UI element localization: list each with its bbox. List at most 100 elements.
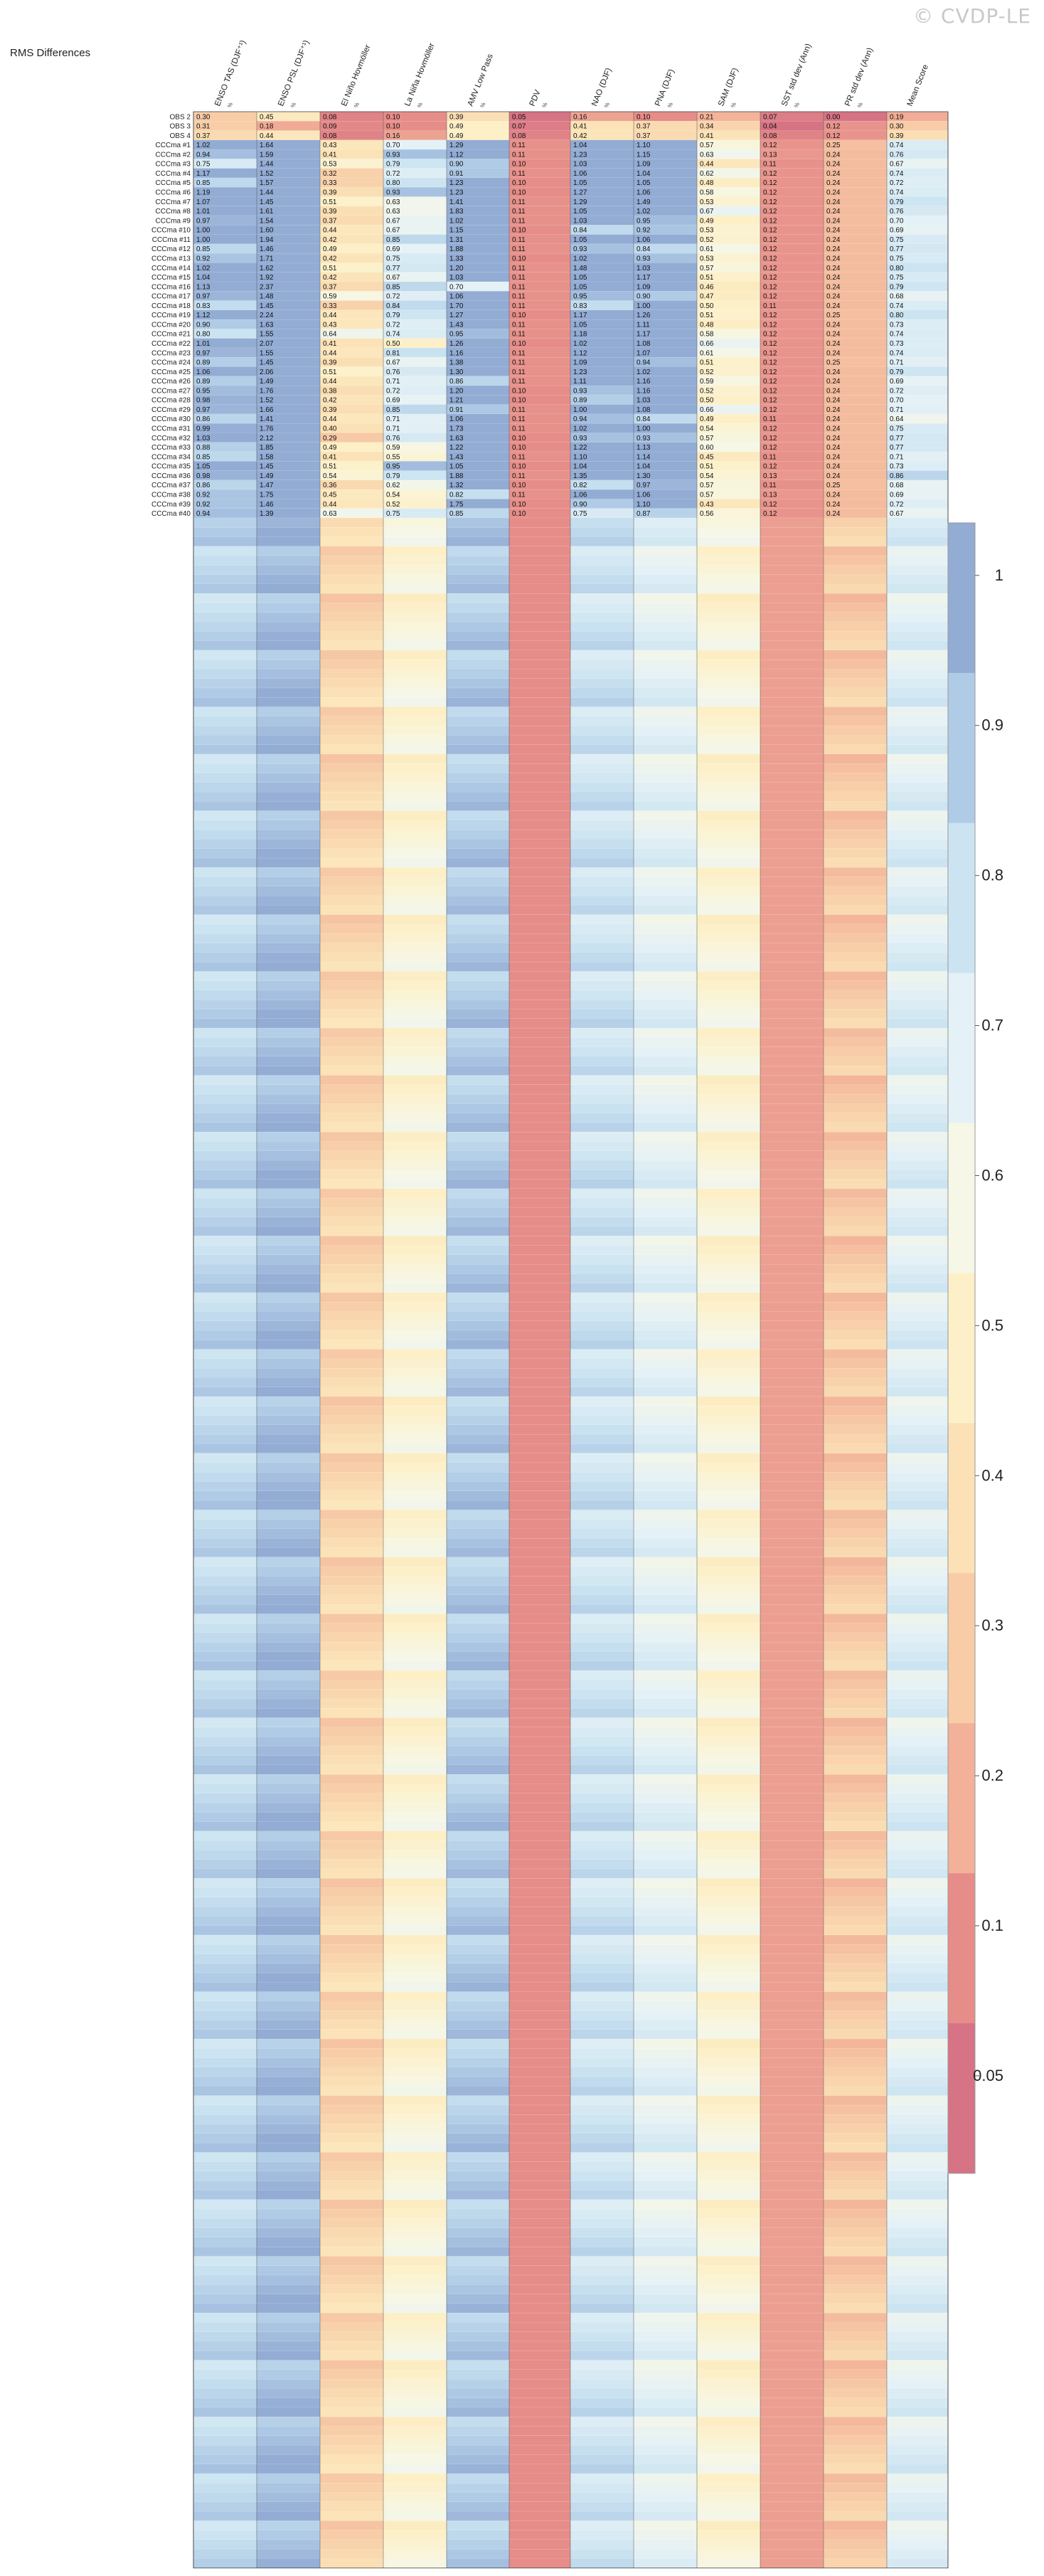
cell-value: 0.73 bbox=[890, 321, 904, 329]
heatmap-cell bbox=[257, 461, 320, 471]
cell-value: 0.11 bbox=[512, 331, 526, 339]
cell-value: 0.69 bbox=[890, 378, 904, 386]
colorbar-segment bbox=[948, 672, 975, 824]
cell-value: 1.75 bbox=[449, 501, 464, 509]
heatmap-cell bbox=[383, 442, 447, 452]
heatmap-cell bbox=[634, 168, 697, 178]
heatmap-cell bbox=[570, 329, 634, 339]
heatmap-cell bbox=[887, 168, 948, 178]
heatmap-cell bbox=[447, 470, 509, 480]
cell-value: 1.03 bbox=[196, 435, 211, 442]
cell-value: 0.07 bbox=[763, 113, 777, 121]
cell-value: 0.86 bbox=[890, 472, 904, 480]
cell-value: 0.10 bbox=[512, 161, 526, 169]
heatmap-cell bbox=[193, 479, 257, 490]
heatmap-cell bbox=[887, 442, 948, 452]
heatmap-cell bbox=[320, 177, 383, 188]
cell-value: 0.69 bbox=[386, 245, 400, 253]
heatmap-cell bbox=[257, 282, 320, 292]
heatmap-cell bbox=[383, 376, 447, 386]
heatmap-cell bbox=[824, 357, 887, 367]
cell-value: 0.12 bbox=[763, 255, 777, 263]
cell-value: 0.76 bbox=[890, 151, 904, 159]
cell-value: 0.04 bbox=[763, 123, 777, 131]
heatmap-cell bbox=[509, 187, 570, 197]
cell-value: 0.25 bbox=[826, 142, 841, 149]
heatmap-cell bbox=[634, 433, 697, 442]
cell-value: 0.45 bbox=[323, 491, 337, 499]
cell-value: 0.24 bbox=[826, 378, 841, 386]
heatmap-cell bbox=[887, 413, 948, 424]
row-label: CCCma #18 bbox=[151, 302, 191, 310]
cell-value: 0.57 bbox=[700, 435, 714, 442]
heatmap-cell bbox=[320, 149, 383, 159]
heatmap-cell bbox=[570, 309, 634, 320]
cell-value: 1.18 bbox=[573, 331, 587, 339]
cell-value: 0.72 bbox=[890, 387, 904, 395]
cell-value: 0.47 bbox=[700, 293, 714, 301]
colorbar-tick-label: 0.3 bbox=[981, 1616, 1003, 1634]
heatmap-cell bbox=[257, 386, 320, 396]
heatmap-cell bbox=[193, 423, 257, 433]
cell-value: 0.49 bbox=[449, 123, 464, 131]
heatmap-cell bbox=[824, 272, 887, 282]
cell-value: 0.83 bbox=[196, 302, 211, 310]
cell-value: 1.00 bbox=[196, 227, 211, 235]
heatmap-cell bbox=[634, 282, 697, 292]
heatmap-cell bbox=[634, 225, 697, 235]
cell-value: 0.84 bbox=[573, 227, 587, 235]
cell-value: 0.24 bbox=[826, 283, 841, 291]
colorbar-tick-label: 0.8 bbox=[981, 866, 1003, 884]
cell-value: 0.82 bbox=[573, 482, 587, 489]
heatmap-cell bbox=[697, 452, 760, 462]
heatmap-cell bbox=[697, 121, 760, 131]
heatmap-cell bbox=[887, 159, 948, 169]
cell-value: 0.42 bbox=[323, 397, 337, 405]
cell-value: 0.24 bbox=[826, 198, 841, 206]
cell-value: 0.92 bbox=[636, 227, 651, 235]
heatmap-cell bbox=[570, 395, 634, 405]
heatmap-cell bbox=[509, 348, 570, 358]
cell-value: 0.24 bbox=[826, 406, 841, 414]
heatmap-cell bbox=[447, 357, 509, 367]
heatmap-cell bbox=[824, 300, 887, 310]
heatmap-cell bbox=[320, 243, 383, 254]
heatmap-cell bbox=[824, 470, 887, 480]
heatmap-cell bbox=[383, 225, 447, 235]
cell-value: 1.23 bbox=[449, 179, 464, 187]
heatmap-cell bbox=[257, 366, 320, 376]
cell-value: 1.20 bbox=[449, 265, 464, 272]
heatmap-cell bbox=[447, 433, 509, 442]
heatmap-cell bbox=[447, 159, 509, 169]
heatmap-cell bbox=[634, 216, 697, 226]
heatmap-cell bbox=[509, 168, 570, 178]
heatmap-cell bbox=[824, 461, 887, 471]
cell-value: 0.24 bbox=[826, 349, 841, 357]
cell-value: 0.57 bbox=[700, 142, 714, 149]
cell-value: 0.10 bbox=[512, 255, 526, 263]
heatmap-cell bbox=[887, 177, 948, 188]
heatmap-cell bbox=[634, 149, 697, 159]
heatmap-cell bbox=[570, 499, 634, 509]
cell-value: 1.88 bbox=[449, 245, 464, 253]
cell-value: 0.53 bbox=[323, 161, 337, 169]
cell-value: 0.11 bbox=[763, 302, 777, 310]
heatmap-cell bbox=[193, 112, 257, 122]
heatmap-cell bbox=[193, 508, 257, 519]
row-label: CCCma #13 bbox=[151, 255, 191, 263]
heatmap-cell bbox=[509, 282, 570, 292]
cell-value: 0.49 bbox=[323, 245, 337, 253]
cell-value: 1.49 bbox=[636, 198, 651, 206]
cell-value: 0.68 bbox=[890, 293, 904, 301]
cell-value: 0.75 bbox=[196, 161, 211, 169]
cell-value: 0.58 bbox=[700, 331, 714, 339]
heatmap-cell bbox=[320, 300, 383, 310]
heatmap-cell bbox=[760, 461, 824, 471]
heatmap-cell bbox=[320, 216, 383, 226]
cell-value: 1.05 bbox=[573, 321, 587, 329]
heatmap-cell bbox=[383, 121, 447, 131]
cell-value: 1.11 bbox=[636, 321, 650, 329]
column-header-unit-9: % bbox=[730, 102, 737, 109]
cell-value: 0.52 bbox=[700, 236, 714, 244]
heatmap-cell bbox=[570, 112, 634, 122]
